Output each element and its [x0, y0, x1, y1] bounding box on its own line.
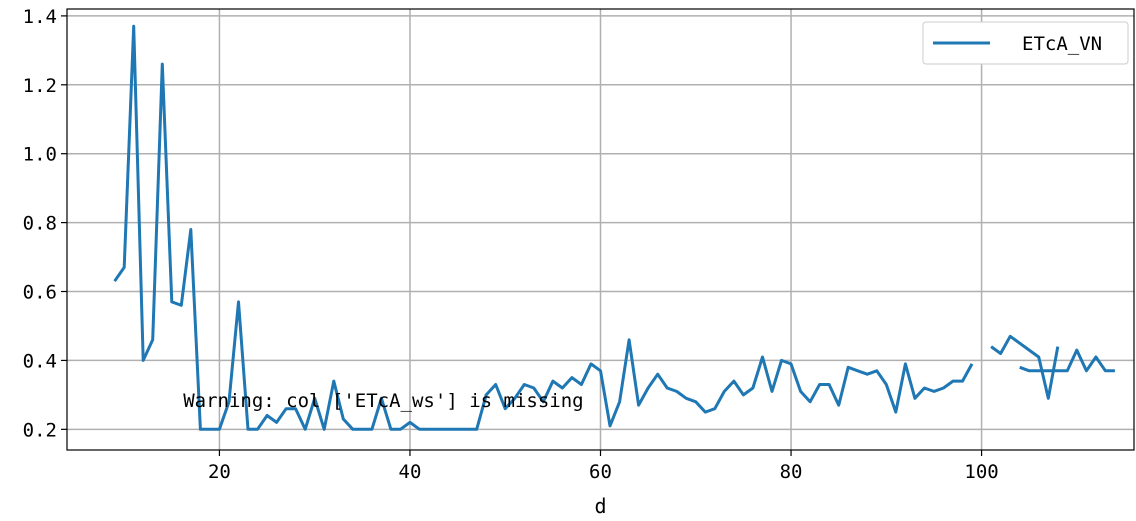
legend: ETcA_VN	[922, 21, 1129, 65]
x-tick-label: 40	[399, 461, 422, 483]
warning-annotation: Warning: col ['ETcA_ws'] is missing	[183, 390, 583, 412]
y-tick-label: 1.2	[23, 75, 57, 97]
series-line-etca-vn-segment	[1019, 348, 1115, 373]
y-tick-label: 0.4	[23, 350, 57, 372]
series-layer	[113, 24, 1115, 431]
x-axis-label: d	[594, 494, 606, 518]
legend-box	[922, 21, 1129, 65]
series-line-etca-vn	[113, 24, 1060, 431]
y-tick-label: 1.0	[23, 144, 57, 166]
x-tick-label: 80	[780, 461, 803, 483]
y-axis-ticks: 0.2 0.4 0.6 0.8 1.0 1.2 1.4	[23, 6, 67, 441]
x-tick-label: 20	[208, 461, 231, 483]
x-tick-label: 60	[589, 461, 612, 483]
y-tick-label: 0.6	[23, 282, 57, 304]
y-tick-label: 0.2	[23, 419, 57, 441]
x-axis-ticks: 20 40 60 80 100	[208, 450, 999, 483]
y-tick-label: 0.8	[23, 213, 57, 235]
grid-lines	[67, 9, 1134, 450]
x-tick-label: 100	[964, 461, 998, 483]
legend-label: ETcA_VN	[1022, 33, 1102, 55]
y-tick-label: 1.4	[23, 6, 57, 28]
